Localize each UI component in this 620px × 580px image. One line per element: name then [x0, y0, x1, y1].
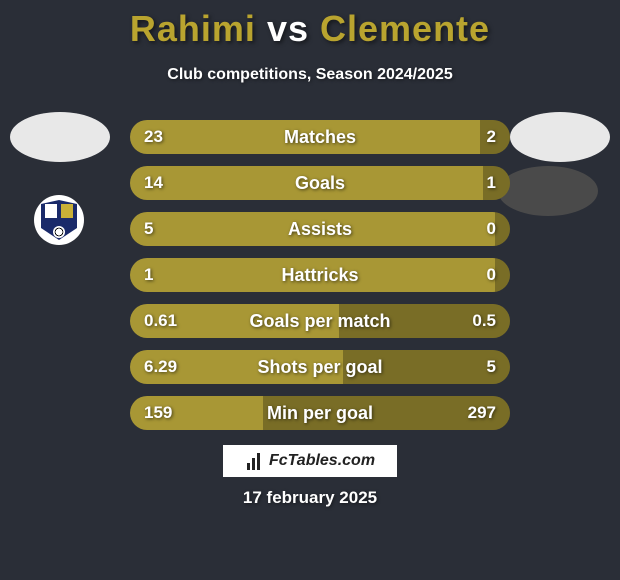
- title-player1: Rahimi: [130, 8, 256, 49]
- stats-list: 23 Matches 2 14 Goals 1 5 Assists 0 1 Hattricks 0 0.…: [130, 120, 510, 442]
- stat-right-value: 0: [487, 219, 496, 239]
- stat-right-value: 2: [487, 127, 496, 147]
- stat-label: Goals: [295, 173, 345, 194]
- stat-label: Min per goal: [267, 403, 373, 424]
- stat-right-value: 0: [487, 265, 496, 285]
- stat-label: Assists: [288, 219, 352, 240]
- stat-row: 159 Min per goal 297: [130, 396, 510, 430]
- subtitle: Club competitions, Season 2024/2025: [0, 66, 620, 84]
- stat-left-value: 6.29: [144, 357, 177, 377]
- title-vs: vs: [267, 8, 309, 49]
- comparison-card: Rahimi vs Clemente Club competitions, Se…: [0, 0, 620, 580]
- stat-row: 14 Goals 1: [130, 166, 510, 200]
- page-title: Rahimi vs Clemente: [0, 8, 620, 50]
- shield-icon: [41, 200, 77, 240]
- stat-label: Hattricks: [281, 265, 358, 286]
- bar-chart-icon: [245, 452, 263, 470]
- date-label: 17 february 2025: [243, 488, 377, 508]
- stat-row: 1 Hattricks 0: [130, 258, 510, 292]
- stat-label: Matches: [284, 127, 356, 148]
- stat-right-value: 1: [487, 173, 496, 193]
- stat-row: 0.61 Goals per match 0.5: [130, 304, 510, 338]
- stat-right-value: 0.5: [472, 311, 496, 331]
- stat-row: 6.29 Shots per goal 5: [130, 350, 510, 384]
- brand-name: FcTables.com: [269, 452, 375, 470]
- brand-badge: FcTables.com: [223, 445, 397, 477]
- stat-row: 5 Assists 0: [130, 212, 510, 246]
- player1-club-logo: [34, 195, 84, 245]
- stat-label: Shots per goal: [257, 357, 382, 378]
- player2-club-logo: [498, 166, 598, 216]
- stat-right-value: 297: [468, 403, 496, 423]
- stat-row: 23 Matches 2: [130, 120, 510, 154]
- player1-avatar: [10, 112, 110, 162]
- stat-left-value: 1: [144, 265, 153, 285]
- stat-label: Goals per match: [249, 311, 390, 332]
- football-icon: [53, 226, 65, 238]
- stat-left-value: 23: [144, 127, 163, 147]
- stat-left-value: 5: [144, 219, 153, 239]
- stat-left-value: 14: [144, 173, 163, 193]
- player2-avatar: [510, 112, 610, 162]
- stat-right-value: 5: [487, 357, 496, 377]
- stat-left-value: 0.61: [144, 311, 177, 331]
- stat-left-value: 159: [144, 403, 172, 423]
- title-player2: Clemente: [320, 8, 490, 49]
